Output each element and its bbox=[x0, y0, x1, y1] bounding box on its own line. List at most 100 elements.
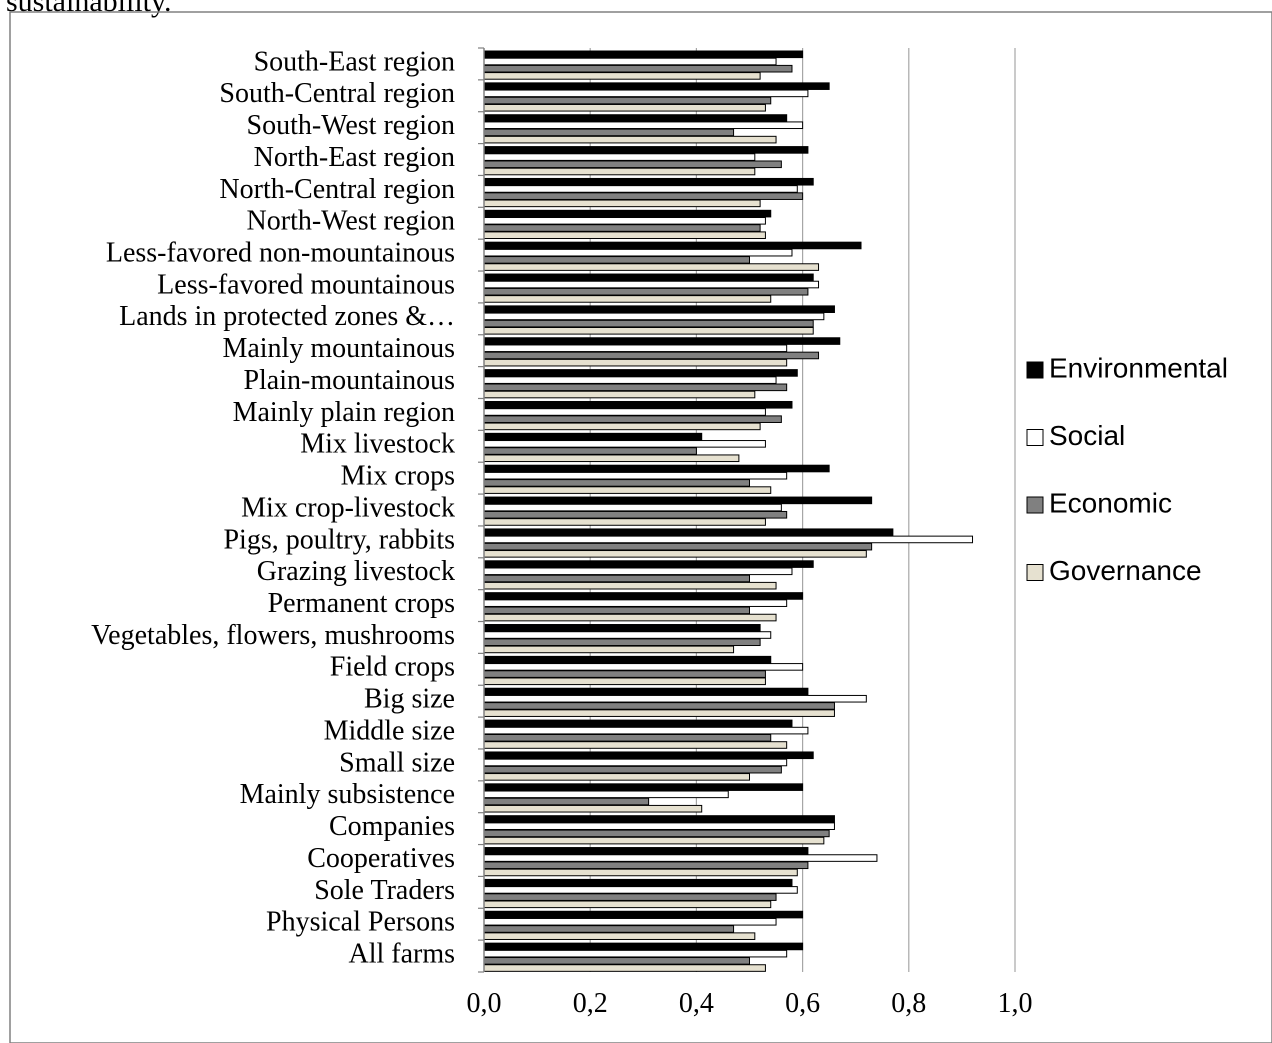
bar-economic bbox=[483, 160, 782, 169]
bar-governance bbox=[483, 486, 772, 494]
bar-economic bbox=[483, 447, 697, 455]
bar-social bbox=[483, 886, 798, 894]
bar-governance bbox=[483, 358, 788, 367]
bar-environmental bbox=[483, 624, 761, 632]
bar-environmental bbox=[483, 910, 804, 919]
bar-social bbox=[483, 663, 804, 671]
bar-governance bbox=[483, 709, 835, 717]
bar-governance bbox=[483, 422, 761, 431]
bar-economic bbox=[483, 957, 750, 965]
bar-economic bbox=[483, 702, 835, 710]
bar-social bbox=[483, 758, 788, 767]
bar-economic bbox=[483, 797, 650, 806]
legend: Environmental Social Economic Governance bbox=[1026, 352, 1228, 586]
bar-social bbox=[483, 440, 766, 448]
bar-economic bbox=[483, 893, 777, 901]
bar-governance bbox=[483, 518, 766, 526]
bar-economic bbox=[483, 64, 793, 73]
category-label: Mainly subsistence bbox=[240, 779, 455, 810]
category-label: Big size bbox=[364, 684, 455, 715]
legend-label-social: Social bbox=[1049, 420, 1125, 451]
bar-social bbox=[483, 471, 788, 480]
bar-social bbox=[483, 376, 777, 384]
bar-social bbox=[483, 726, 809, 735]
category-label: South-West region bbox=[247, 110, 456, 141]
bar-social bbox=[483, 854, 878, 862]
bar-economic bbox=[483, 670, 766, 678]
bar-environmental bbox=[483, 273, 814, 282]
bar-social bbox=[483, 121, 804, 130]
bar-social bbox=[483, 312, 825, 321]
bar-economic bbox=[483, 861, 809, 870]
bar-governance bbox=[483, 613, 777, 622]
bar-economic bbox=[483, 925, 735, 933]
bar-governance bbox=[483, 135, 777, 144]
x-tick-label: 0,8 bbox=[891, 988, 926, 1019]
bar-social bbox=[483, 917, 777, 926]
bar-economic bbox=[483, 638, 761, 647]
bar-economic bbox=[483, 287, 809, 296]
bar-social bbox=[483, 567, 793, 576]
bar-economic bbox=[483, 606, 750, 615]
bar-governance bbox=[483, 900, 772, 909]
bar-environmental bbox=[483, 719, 793, 728]
bar-governance bbox=[483, 326, 814, 335]
category-label: Pigs, poultry, rabbits bbox=[223, 524, 455, 555]
bar-environmental bbox=[483, 560, 814, 568]
bar-environmental bbox=[483, 114, 788, 122]
category-label: All farms bbox=[348, 938, 455, 969]
bar-environmental bbox=[483, 878, 793, 887]
bar-governance bbox=[483, 263, 820, 271]
bars bbox=[483, 50, 974, 972]
category-label: Grazing livestock bbox=[257, 556, 455, 587]
category-label: Vegetables, flowers, mushrooms bbox=[91, 620, 455, 651]
bar-economic bbox=[483, 734, 772, 742]
legend-swatch-governance bbox=[1026, 564, 1044, 581]
bar-social bbox=[483, 217, 766, 225]
bar-social bbox=[483, 790, 729, 799]
x-tick-label: 1,0 bbox=[998, 988, 1033, 1019]
chart-frame bbox=[9, 11, 1272, 1043]
bar-environmental bbox=[483, 464, 830, 473]
bar-governance bbox=[483, 231, 766, 240]
category-label: South-East region bbox=[254, 46, 455, 77]
category-label: North-Central region bbox=[219, 174, 455, 205]
bar-environmental bbox=[483, 847, 809, 855]
bar-environmental bbox=[483, 50, 804, 59]
bar-environmental bbox=[483, 305, 835, 313]
bar-environmental bbox=[483, 209, 772, 218]
bar-social bbox=[483, 694, 867, 703]
bar-governance bbox=[483, 72, 761, 80]
bar-economic bbox=[483, 96, 772, 105]
category-label: Mix livestock bbox=[300, 429, 455, 460]
bar-governance bbox=[483, 836, 825, 845]
x-tick-labels: 0,0 0,2 0,4 0,6 0,8 1,0 bbox=[467, 988, 1033, 1019]
bar-economic bbox=[483, 510, 788, 519]
bar-social bbox=[483, 408, 766, 416]
category-label: Less-favored mountainous bbox=[157, 269, 455, 300]
bar-environmental bbox=[483, 687, 809, 696]
bar-governance bbox=[483, 167, 756, 176]
bar-environmental bbox=[483, 496, 873, 505]
legend-label-environmental: Environmental bbox=[1049, 352, 1228, 383]
bar-environmental bbox=[483, 592, 804, 600]
category-label: Mainly plain region bbox=[233, 397, 455, 428]
category-label: Physical Persons bbox=[266, 907, 455, 938]
legend-swatch-social bbox=[1026, 429, 1044, 446]
legend-swatch-economic bbox=[1026, 496, 1044, 514]
bar-economic bbox=[483, 765, 782, 774]
category-label: Middle size bbox=[324, 715, 455, 746]
bar-governance bbox=[483, 932, 756, 940]
category-label: Mix crops bbox=[341, 461, 455, 492]
bar-governance bbox=[483, 295, 772, 303]
bar-governance bbox=[483, 581, 777, 590]
x-tick-label: 0,0 bbox=[467, 988, 502, 1019]
bar-environmental bbox=[483, 815, 835, 823]
bar-social bbox=[483, 599, 788, 607]
bar-economic bbox=[483, 224, 761, 232]
bar-environmental bbox=[483, 241, 862, 250]
category-label: Companies bbox=[329, 811, 455, 842]
